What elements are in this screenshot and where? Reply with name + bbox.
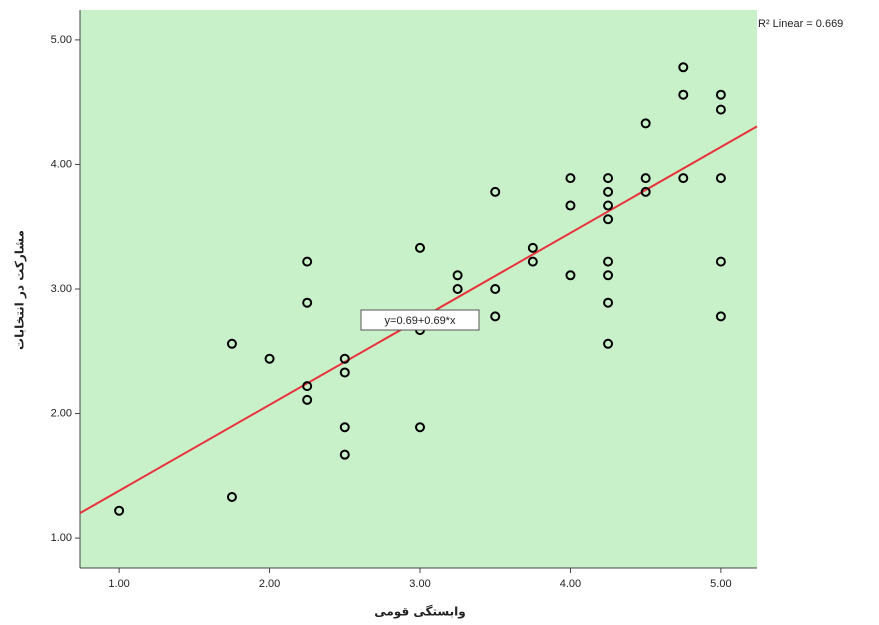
x-tick-label: 2.00 [259,578,280,590]
point [603,270,614,281]
point [415,422,426,433]
point [302,381,313,392]
point [226,492,237,503]
point [226,338,237,349]
point [678,89,689,100]
point [640,186,651,197]
point [603,297,614,308]
point [114,505,125,516]
y-axis-title: مشارکت در انتخابات [13,230,27,350]
y-tick-label: 3.00 [51,283,72,295]
x-tick-label: 1.00 [108,578,129,590]
point [452,284,463,294]
point [565,270,576,281]
point [603,173,614,184]
point [603,338,614,349]
point [603,200,614,211]
point [640,173,651,184]
point [339,422,350,433]
point [302,297,313,308]
point [715,104,726,115]
point [302,394,313,405]
point [715,256,726,267]
y-tick-label: 4.00 [51,158,72,170]
point [527,256,538,267]
point [678,173,689,184]
point [302,256,313,267]
y-tick-label: 5.00 [51,34,72,46]
plot-area [80,10,757,568]
point [490,284,501,294]
point [715,173,726,184]
point [640,118,651,129]
fit-label-box [360,309,480,331]
point [339,367,350,378]
x-tick-label: 3.00 [409,578,430,590]
x-tick-label: 4.00 [560,578,581,590]
point [264,353,275,364]
point [565,200,576,211]
x-tick-label: 5.00 [710,578,731,590]
r2-label: R² Linear = 0.669 [758,18,843,30]
point [565,173,576,184]
point [603,214,614,225]
point [415,242,426,253]
x-axis-title: وابستگی قومی [374,605,465,620]
point [339,353,350,364]
point [452,270,463,281]
point [603,256,614,267]
point [715,89,726,100]
point [490,186,501,197]
fit-label: y=0.69+0.69*x [385,315,456,327]
point [339,449,350,460]
y-tick-label: 1.00 [51,532,72,544]
point [527,242,538,253]
point [678,62,689,73]
point [715,311,726,322]
point [603,186,614,197]
point [490,311,501,322]
y-tick-label: 2.00 [51,407,72,419]
